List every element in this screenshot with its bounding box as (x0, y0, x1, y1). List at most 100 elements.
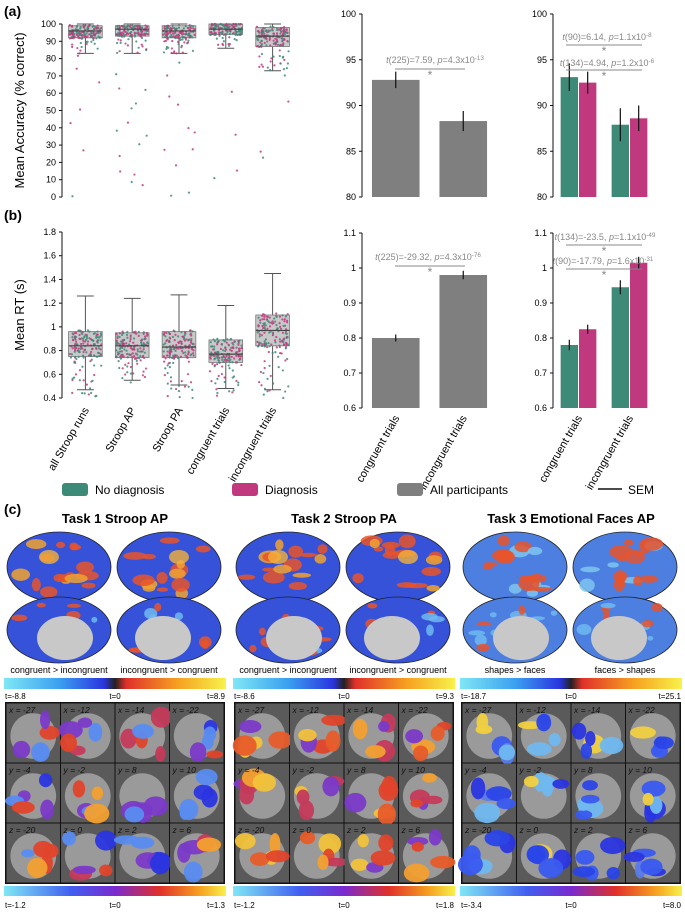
task-panel-3: Task 3 Emotional Faces AP shapes > faces f… (457, 511, 682, 910)
data-point (173, 338, 176, 342)
subcortical-roi (582, 780, 598, 791)
activation-blob (156, 587, 169, 592)
data-point (77, 355, 80, 359)
activation-blob (495, 550, 515, 564)
slice-label: z = 0 (519, 825, 539, 835)
data-point (166, 37, 169, 40)
data-point (81, 365, 84, 368)
subcortical-roi (299, 831, 316, 845)
activation-blob (159, 537, 180, 544)
data-point (132, 372, 135, 375)
data-point (79, 347, 82, 351)
data-point (263, 366, 266, 370)
data-point (227, 44, 231, 47)
data-point (85, 383, 89, 386)
data-point (175, 52, 178, 55)
data-point (137, 46, 140, 49)
data-point (136, 26, 139, 29)
data-point (265, 37, 268, 41)
brain-slice: z = -20 (457, 823, 516, 883)
data-point (142, 33, 145, 36)
activation-blob (474, 634, 487, 646)
data-point (240, 355, 243, 358)
rt-boxplot: 0.4 0.6 0.8 1 1.2 1.4 1.6 1.8 Mean RT (s) all Str… (12, 227, 290, 484)
data-point (285, 328, 288, 331)
data-point (118, 335, 121, 339)
data-point (136, 350, 139, 353)
data-point (258, 65, 261, 68)
legend-label-no-diagnosis: No diagnosis (95, 483, 164, 497)
slice-label: y = 8 (346, 765, 366, 775)
data-point (118, 366, 121, 370)
colorbar-mid: t=0 (565, 692, 577, 701)
data-point (181, 38, 184, 41)
data-point (215, 25, 218, 28)
brain-slice: z = 2 (113, 823, 171, 883)
data-point (121, 25, 124, 28)
subcortical-roi (77, 717, 93, 728)
data-point (268, 38, 271, 41)
data-point (228, 354, 231, 357)
data-point (281, 314, 284, 317)
data-point (277, 365, 280, 369)
data-point (237, 22, 240, 26)
annotation-text_pre: t (375, 252, 378, 262)
brain-midline-mask (135, 616, 191, 660)
data-point (192, 27, 195, 30)
data-point (279, 327, 283, 330)
data-point (256, 38, 259, 41)
bar (560, 77, 578, 197)
data-point (71, 32, 74, 36)
activation-blob (156, 571, 168, 584)
activation-blob (258, 627, 266, 636)
data-point (179, 340, 182, 343)
data-point (84, 348, 87, 351)
brain-slice: x = -14 (115, 703, 172, 763)
data-point (143, 375, 147, 379)
data-point (260, 28, 264, 31)
data-point (119, 39, 122, 42)
data-point (73, 348, 77, 352)
data-point (71, 195, 74, 198)
data-point (182, 27, 185, 30)
data-point (187, 360, 190, 363)
data-point (213, 340, 217, 343)
data-point (266, 390, 269, 393)
activation-blob (651, 603, 663, 612)
subcortical-roi (27, 857, 48, 878)
data-point (119, 355, 122, 359)
data-point (210, 351, 213, 354)
data-point (285, 332, 288, 335)
data-point (214, 382, 217, 385)
data-point (82, 379, 85, 382)
slice-label: x = -12 (519, 705, 546, 715)
data-point (281, 318, 284, 321)
y-tick-label: 1 (51, 322, 56, 332)
activation-blob (130, 647, 142, 653)
subcortical-roi (317, 854, 329, 871)
data-point (172, 35, 175, 38)
data-point (166, 24, 170, 27)
bar (611, 287, 629, 408)
data-point (211, 32, 214, 35)
data-point (177, 26, 181, 29)
data-point (118, 332, 121, 335)
data-point (260, 52, 264, 56)
data-point (187, 353, 190, 356)
data-point (182, 335, 185, 338)
data-point (228, 390, 231, 393)
data-point (237, 340, 240, 343)
data-point (71, 377, 74, 380)
data-point (280, 30, 283, 33)
data-point (71, 43, 74, 46)
data-point (123, 25, 126, 29)
data-point (169, 376, 173, 379)
data-point (167, 331, 171, 334)
brain-slice: z = 2 (344, 823, 398, 883)
data-point (234, 33, 237, 36)
data-point (180, 331, 183, 334)
data-point (285, 336, 288, 340)
activation-blob (369, 538, 380, 549)
brain-slice: y = -2 (290, 763, 345, 823)
data-point (274, 341, 277, 344)
